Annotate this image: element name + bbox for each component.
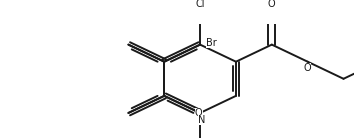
Text: O: O bbox=[268, 0, 276, 9]
Text: Cl: Cl bbox=[195, 0, 205, 9]
Text: O: O bbox=[303, 63, 311, 73]
Text: Br: Br bbox=[206, 39, 217, 48]
Text: N: N bbox=[198, 115, 205, 125]
Text: O: O bbox=[195, 108, 202, 118]
